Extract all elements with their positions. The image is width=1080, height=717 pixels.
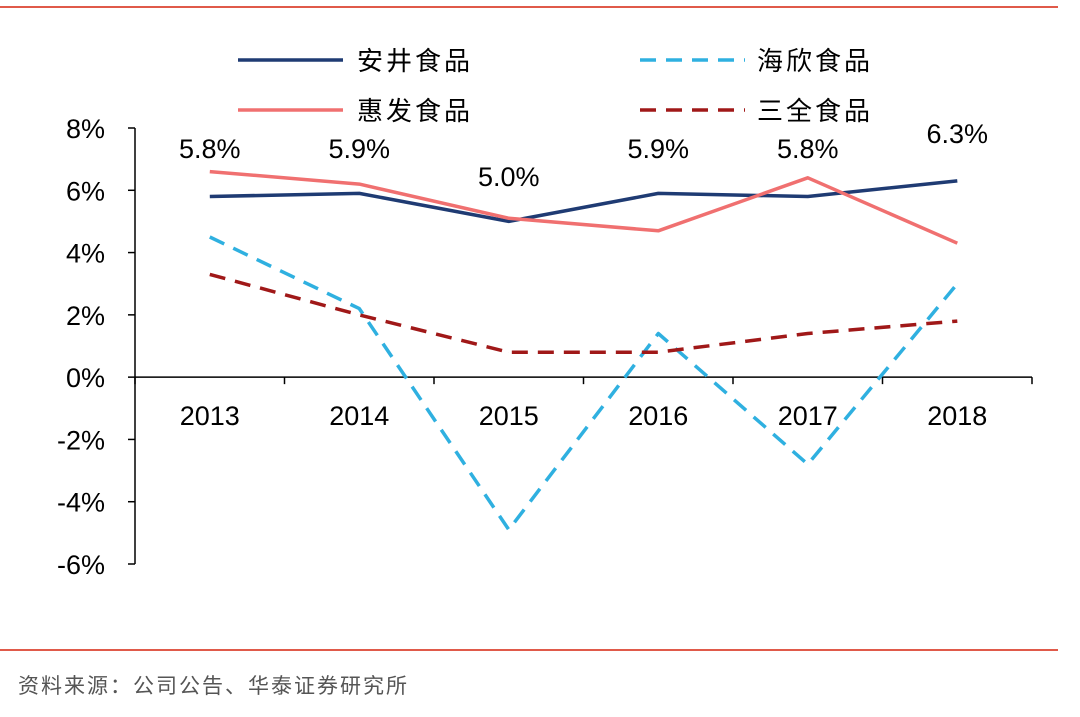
- series-line-3: [209, 169, 959, 245]
- y-tick-label: 2%: [66, 301, 105, 331]
- legend-label: 三全食品: [757, 97, 873, 127]
- data-label: 5.9%: [328, 134, 390, 164]
- y-tick-label: -6%: [57, 550, 105, 580]
- data-label: 5.9%: [627, 134, 689, 164]
- data-label: 6.3%: [926, 119, 988, 149]
- y-tick-label: -4%: [57, 488, 105, 518]
- legend-label: 海欣食品: [757, 47, 873, 77]
- series-lines: [209, 169, 959, 532]
- y-tick-label: -2%: [57, 425, 105, 455]
- x-tick-label: 2018: [927, 401, 987, 431]
- x-tick-label: 2016: [628, 401, 688, 431]
- y-tick-label: 6%: [66, 176, 105, 206]
- series-line-1: [209, 179, 958, 224]
- data-label: 5.0%: [478, 162, 540, 192]
- data-labels: 5.8% 5.9% 5.0% 5.9% 5.8% 6.3%: [179, 119, 988, 192]
- data-label: 5.8%: [777, 134, 839, 164]
- y-tick-label: 0%: [66, 363, 105, 393]
- y-tick-label: 8%: [66, 114, 105, 144]
- x-tick-label: 2013: [180, 401, 240, 431]
- series-line-4: [209, 272, 958, 354]
- series-line-2: [209, 235, 959, 532]
- source-note: 资料来源：公司公告、华泰证券研究所: [18, 674, 409, 698]
- legend-label: 惠发食品: [357, 97, 473, 127]
- y-tick-label: 4%: [66, 239, 105, 269]
- x-tick-label: 2017: [778, 401, 838, 431]
- data-label: 5.8%: [179, 134, 241, 164]
- legend-label: 安井食品: [357, 47, 473, 77]
- x-tick-label: 2015: [479, 401, 539, 431]
- x-tick-label: 2014: [329, 401, 389, 431]
- axes: 8% 6% 4% 2% 0% -2% -4% -6% 2013 2014 2015 2016 2017 2…: [57, 114, 1033, 580]
